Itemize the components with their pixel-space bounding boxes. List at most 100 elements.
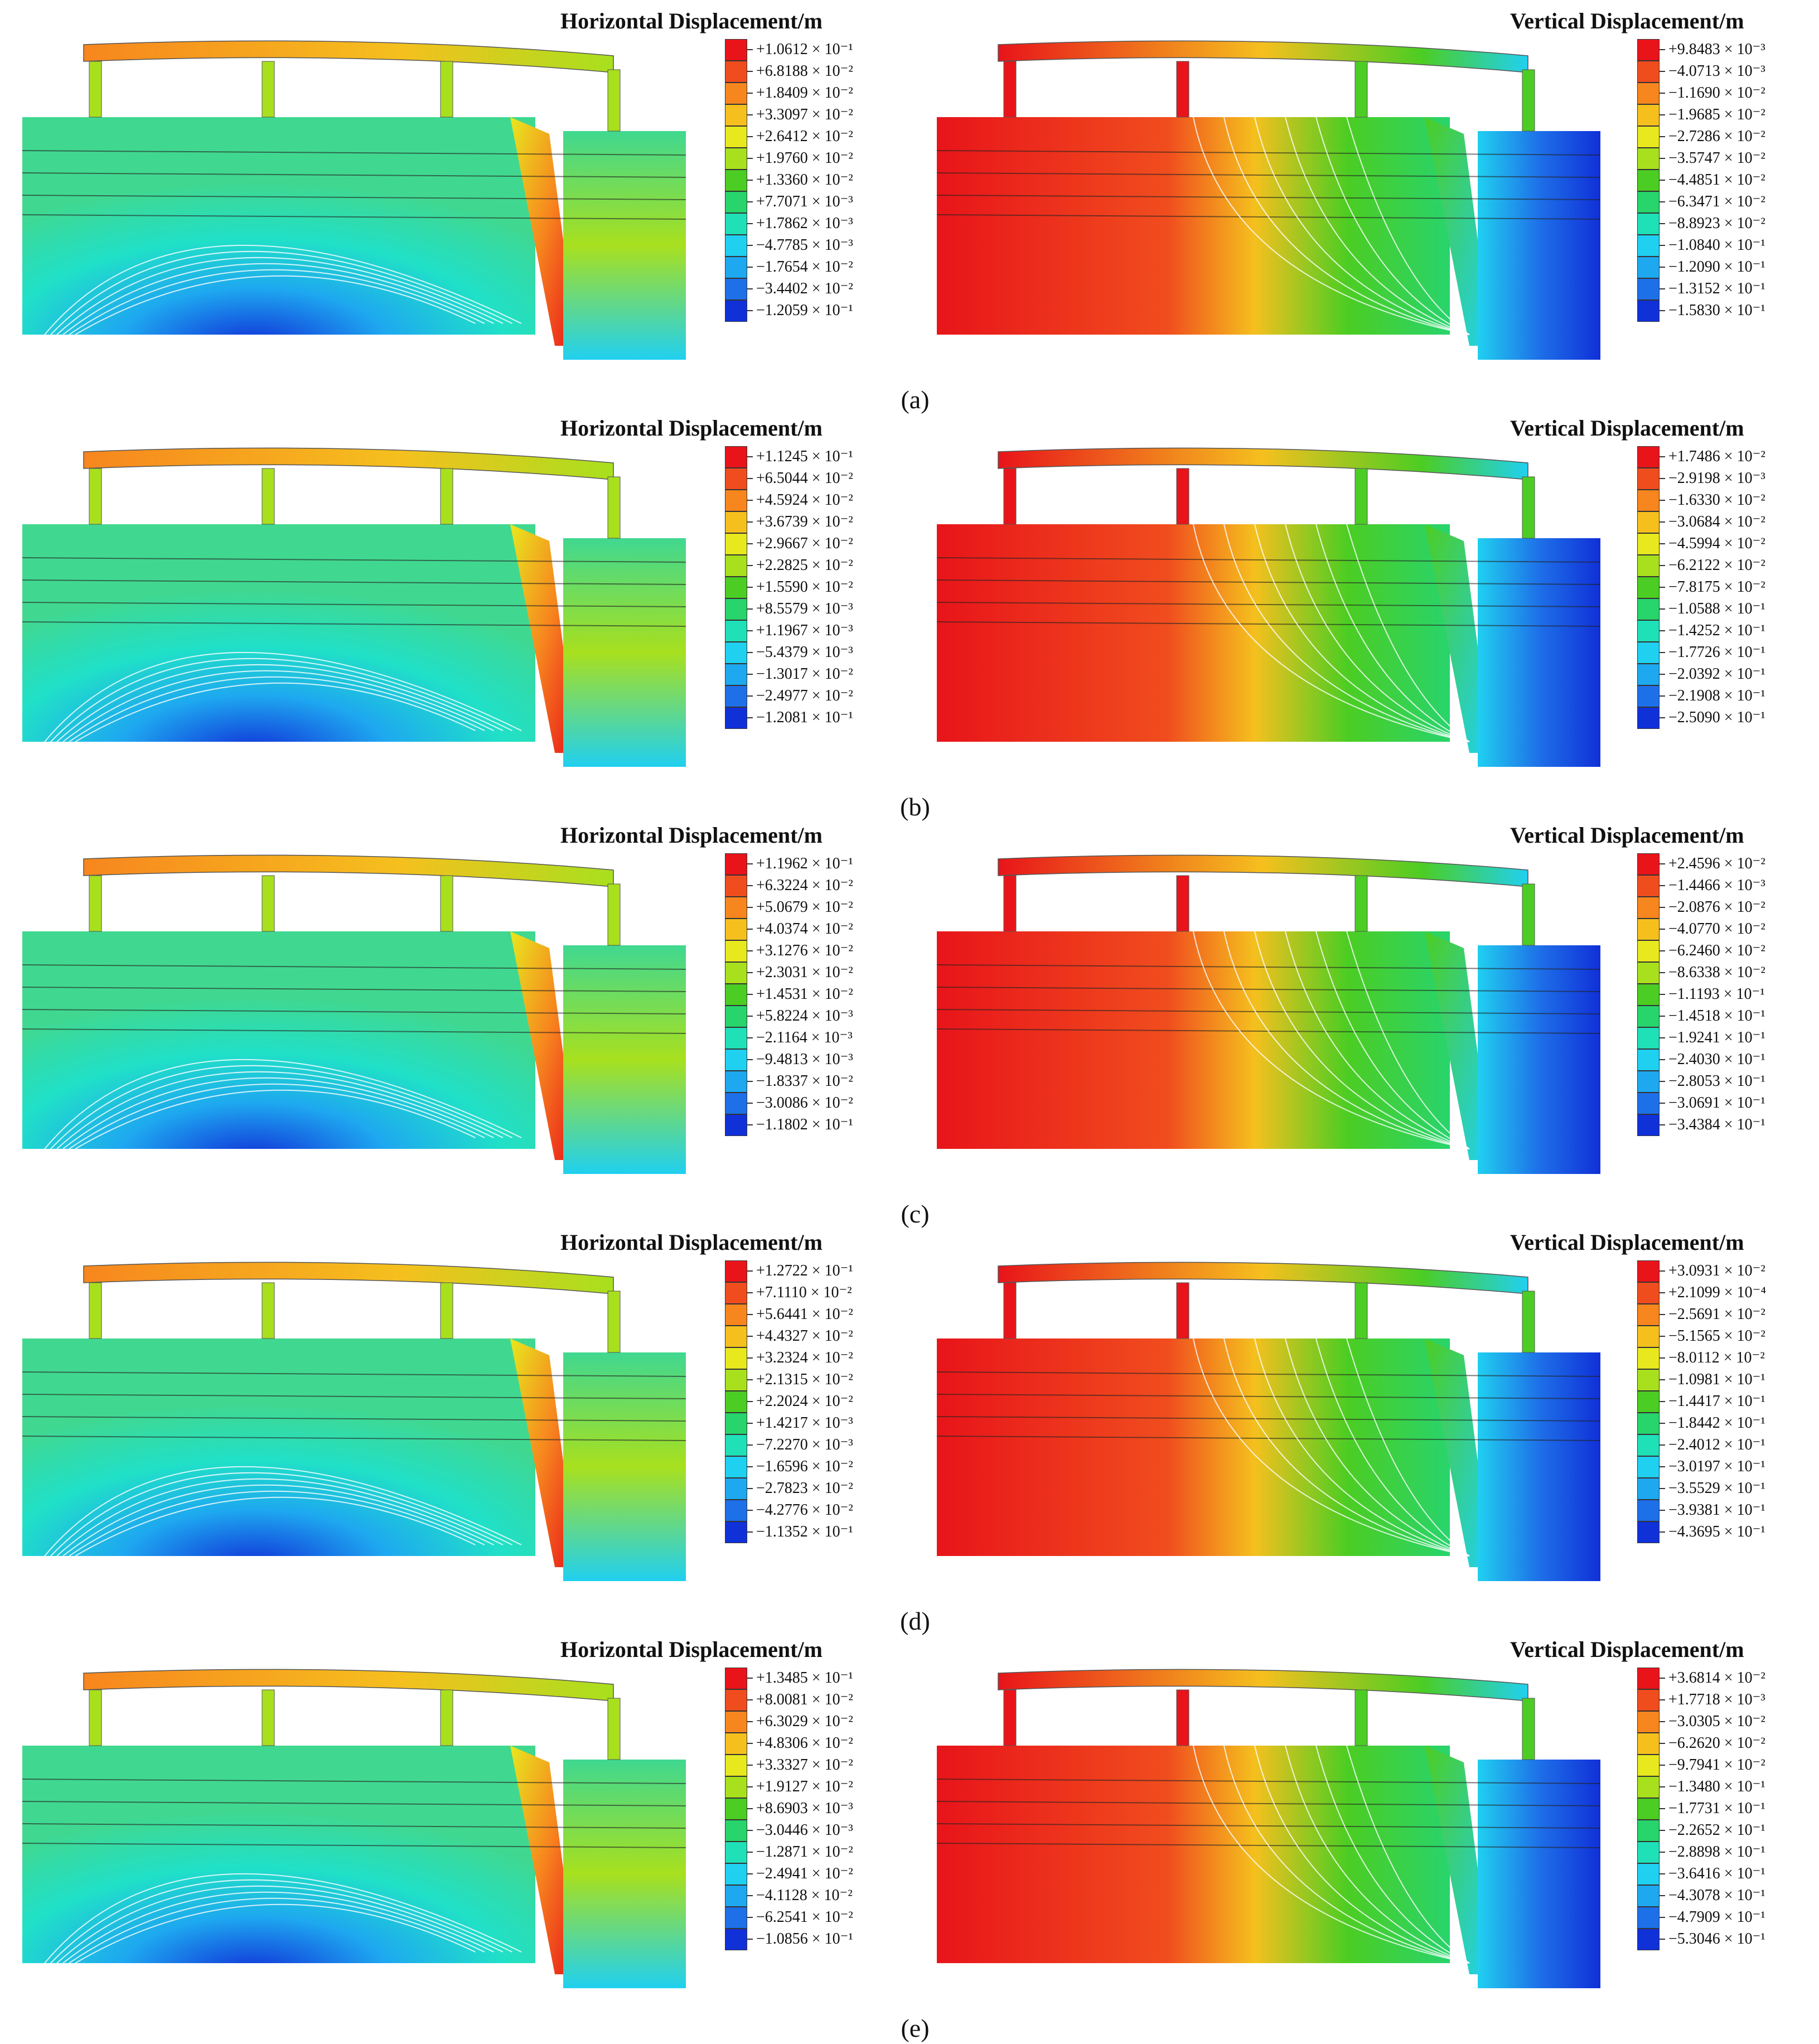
legend-swatch bbox=[1637, 533, 1660, 555]
legend-label: −1.2081 × 10⁻¹ bbox=[756, 709, 853, 726]
legend-swatch bbox=[725, 83, 747, 104]
legend-label: +3.3097 × 10⁻² bbox=[756, 106, 853, 123]
column bbox=[1354, 1282, 1368, 1339]
legend-swatch bbox=[725, 235, 747, 257]
legend-swatch bbox=[1637, 61, 1660, 83]
panel-title: Vertical Displacement/m bbox=[1510, 1637, 1744, 1662]
legend-label: −2.7286 × 10⁻² bbox=[1668, 128, 1765, 145]
legend-label: −3.9381 × 10⁻¹ bbox=[1668, 1501, 1765, 1519]
legend-label: +8.6903 × 10⁻³ bbox=[756, 1800, 853, 1817]
legend-label: −4.3695 × 10⁻¹ bbox=[1668, 1523, 1765, 1540]
subfigure-label: (c) bbox=[901, 1200, 930, 1228]
column bbox=[1522, 1291, 1535, 1353]
legend-label: −2.4941 × 10⁻² bbox=[756, 1865, 853, 1882]
legend-swatch bbox=[1637, 1776, 1660, 1798]
legend-swatch bbox=[725, 962, 747, 984]
legend-label: +2.9667 × 10⁻² bbox=[756, 535, 853, 552]
panel-title: Vertical Displacement/m bbox=[1510, 8, 1744, 33]
legend-label: +1.0612 × 10⁻¹ bbox=[756, 41, 853, 58]
roof-slab bbox=[998, 1262, 1528, 1294]
panel-title: Vertical Displacement/m bbox=[1510, 1230, 1744, 1255]
legend-swatch bbox=[1637, 278, 1660, 300]
legend-label: −1.3017 × 10⁻² bbox=[756, 665, 853, 683]
legend-label: −3.0305 × 10⁻² bbox=[1668, 1713, 1765, 1730]
legend-swatch bbox=[1637, 1820, 1660, 1842]
legend-swatch bbox=[725, 1776, 747, 1798]
legend-label: −5.4379 × 10⁻³ bbox=[756, 644, 853, 661]
legend-label: −1.0588 × 10⁻¹ bbox=[1668, 600, 1765, 617]
legend-swatch bbox=[1637, 1755, 1660, 1776]
legend-swatch bbox=[725, 257, 747, 278]
legend-label: +3.6814 × 10⁻² bbox=[1668, 1669, 1765, 1687]
vertical-displacement-panel: Vertical Displacement/m +9.8483 × 10⁻³ −4.… bbox=[915, 0, 1819, 379]
column bbox=[607, 1291, 621, 1353]
legend-label: −3.0197 × 10⁻¹ bbox=[1668, 1458, 1765, 1475]
legend-swatch bbox=[725, 664, 747, 685]
legend-swatch bbox=[1637, 1304, 1660, 1326]
legend-swatch bbox=[1637, 1456, 1660, 1478]
legend-swatch bbox=[725, 1049, 747, 1071]
legend-label: +2.6412 × 10⁻² bbox=[756, 128, 853, 145]
legend-label: −3.0086 × 10⁻² bbox=[756, 1094, 853, 1112]
legend-label: +8.5579 × 10⁻³ bbox=[756, 600, 853, 617]
legend-label: +1.2722 × 10⁻¹ bbox=[756, 1262, 853, 1279]
legend-label: −2.2652 × 10⁻¹ bbox=[1668, 1821, 1765, 1839]
roof-slab bbox=[998, 1669, 1528, 1702]
displacement-contour-model bbox=[936, 1669, 1601, 1988]
legend-label: −4.3078 × 10⁻¹ bbox=[1668, 1887, 1765, 1904]
legend-swatch bbox=[1637, 897, 1660, 919]
column bbox=[1522, 476, 1535, 539]
legend-label: −1.7726 × 10⁻¹ bbox=[1668, 644, 1765, 661]
column bbox=[1522, 883, 1535, 946]
legend-swatch bbox=[1637, 940, 1660, 962]
fault-zone bbox=[510, 117, 577, 346]
legend-swatch bbox=[1637, 83, 1660, 104]
legend-label: −3.4384 × 10⁻¹ bbox=[1668, 1116, 1765, 1133]
legend-label: −1.0840 × 10⁻¹ bbox=[1668, 236, 1765, 254]
legend-label: +3.3327 × 10⁻² bbox=[756, 1756, 853, 1774]
legend-label: +1.8409 × 10⁻² bbox=[756, 84, 853, 102]
panel-title: Horizontal Displacement/m bbox=[560, 415, 823, 441]
legend-label: −8.8923 × 10⁻² bbox=[1668, 215, 1765, 232]
legend-swatch bbox=[725, 300, 747, 322]
legend-label: +3.2324 × 10⁻² bbox=[756, 1349, 853, 1366]
legend-label: +1.4217 × 10⁻³ bbox=[756, 1414, 853, 1432]
legend-label: +3.6739 × 10⁻² bbox=[756, 513, 853, 530]
roof-slab bbox=[83, 447, 614, 480]
legend-label: −3.5529 × 10⁻¹ bbox=[1668, 1480, 1765, 1497]
column bbox=[440, 875, 453, 932]
legend-label: −9.4813 × 10⁻³ bbox=[756, 1051, 853, 1068]
horizontal-displacement-panel: Horizontal Displacement/m +1.1245 × 10⁻¹ +… bbox=[0, 407, 903, 786]
displacement-contour-model bbox=[22, 854, 686, 1174]
legend-swatch bbox=[1637, 1391, 1660, 1413]
legend-label: +1.1962 × 10⁻¹ bbox=[756, 855, 853, 872]
legend-swatch bbox=[725, 642, 747, 664]
panel-title: Horizontal Displacement/m bbox=[560, 823, 823, 848]
vertical-displacement-panel: Vertical Displacement/m +3.6814 × 10⁻² +1.… bbox=[915, 1629, 1819, 2008]
legend-label: −1.1193 × 10⁻¹ bbox=[1668, 985, 1765, 1003]
legend-swatch bbox=[725, 446, 747, 468]
legend-swatch bbox=[725, 511, 747, 533]
legend-swatch bbox=[725, 555, 747, 577]
column bbox=[1522, 1698, 1535, 1760]
legend-label: −4.5994 × 10⁻² bbox=[1668, 535, 1765, 552]
legend-swatch bbox=[725, 1711, 747, 1733]
legend-swatch bbox=[1637, 1114, 1660, 1136]
legend-label: +2.1315 × 10⁻² bbox=[756, 1371, 853, 1388]
vertical-displacement-panel: Vertical Displacement/m +1.7486 × 10⁻² −2.… bbox=[915, 407, 1819, 786]
legend-label: −2.5090 × 10⁻¹ bbox=[1668, 709, 1765, 726]
legend-label: −1.7731 × 10⁻¹ bbox=[1668, 1800, 1765, 1817]
legend-label: −8.0112 × 10⁻² bbox=[1668, 1349, 1765, 1366]
horizontal-displacement-panel: Horizontal Displacement/m +1.0612 × 10⁻¹ +… bbox=[0, 0, 903, 379]
legend-swatch bbox=[1637, 1885, 1660, 1907]
legend-swatch bbox=[1637, 962, 1660, 984]
legend-swatch bbox=[725, 278, 747, 300]
legend-label: −2.9198 × 10⁻³ bbox=[1668, 470, 1765, 487]
right-block bbox=[1478, 1760, 1600, 1988]
legend-swatch bbox=[725, 1500, 747, 1521]
fault-zone bbox=[1425, 524, 1492, 753]
legend-label: −1.1352 × 10⁻¹ bbox=[756, 1523, 853, 1540]
legend-swatch bbox=[725, 1668, 747, 1689]
legend-swatch bbox=[1637, 257, 1660, 278]
figure-row: Horizontal Displacement/m +1.3485 × 10⁻¹ +… bbox=[0, 1629, 1819, 2042]
